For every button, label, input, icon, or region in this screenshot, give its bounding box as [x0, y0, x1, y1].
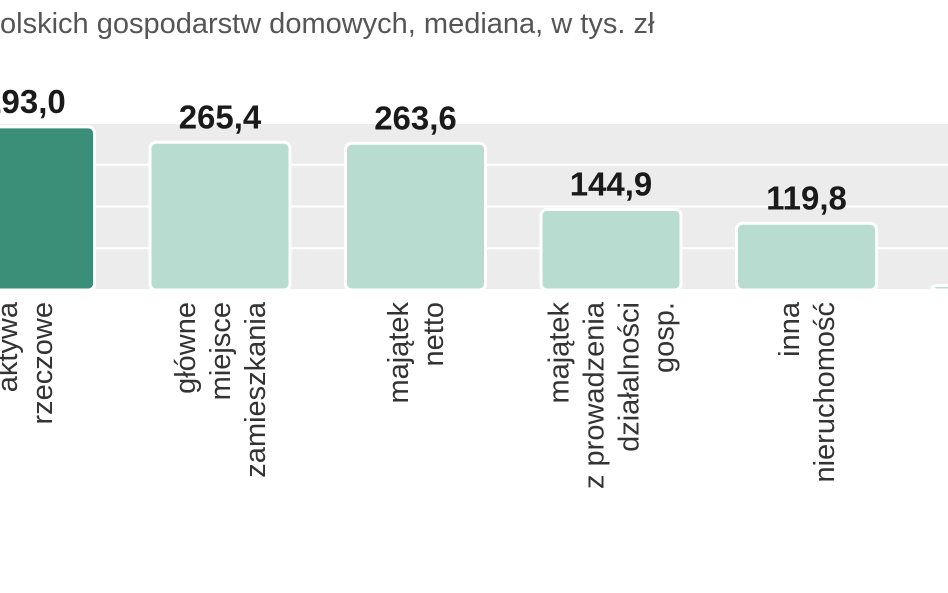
x-tick-label: rzeczowe: [27, 302, 59, 425]
bar: [735, 221, 878, 292]
value-label: 265,4: [179, 98, 262, 135]
bar: [344, 141, 487, 292]
value-label: 119,8: [766, 179, 847, 216]
x-tick-label: aktywa: [0, 301, 24, 392]
x-tick-label: zamieszkania: [240, 301, 272, 478]
x-tick-label: z prowadzenia: [579, 301, 611, 489]
x-tick-label: majątek: [544, 302, 576, 404]
chart-title: olskich gospodarstw domowych, mediana, w…: [0, 8, 655, 40]
x-tick-label: inna: [774, 301, 806, 357]
value-label: 263,6: [374, 99, 457, 136]
bar: [148, 140, 292, 292]
bar: [930, 284, 948, 292]
value-label: 293,0: [0, 83, 66, 120]
bar: [539, 207, 683, 292]
x-tick-label: majątek: [383, 302, 415, 404]
x-tick-label: gosp.: [649, 302, 681, 373]
value-label: 144,9: [570, 165, 653, 202]
bar: [0, 125, 96, 292]
x-tick-label: główne: [170, 302, 202, 394]
x-tick-label: działalności: [614, 302, 646, 452]
x-tick-label: netto: [418, 302, 450, 367]
x-tick-label: miejsce: [205, 302, 237, 400]
x-tick-label: nieruchomość: [809, 302, 841, 483]
